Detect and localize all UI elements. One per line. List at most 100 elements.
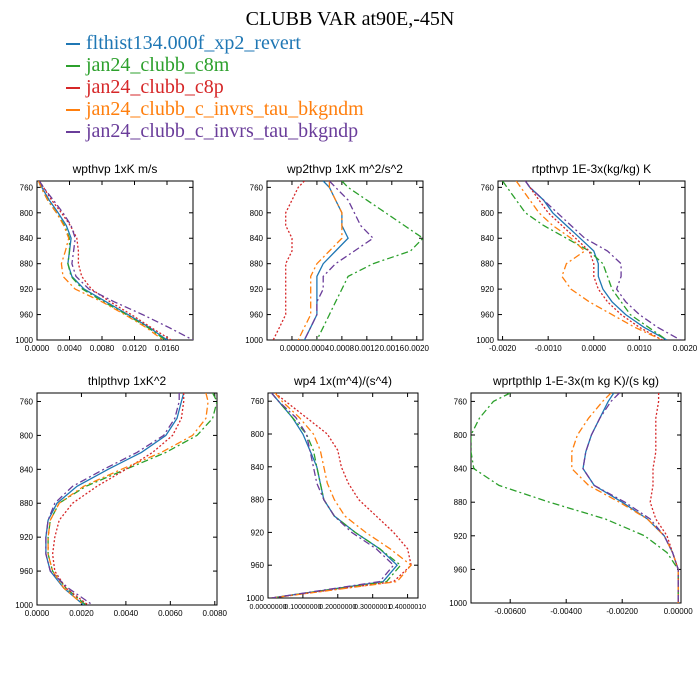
panel-title: wpthvp 1xK m/s	[72, 162, 158, 176]
series-line	[515, 181, 663, 340]
plot-frame	[267, 392, 419, 599]
y-tick-label: 1000	[15, 336, 33, 345]
x-tick-label: 0.20000000	[319, 604, 356, 611]
x-tick-label: 0.0000	[280, 344, 305, 353]
legend-label: jan24_clubb_c8p	[86, 76, 224, 98]
chart-panel: thlpthvp 1xK^276080084088092096010000.00…	[15, 374, 227, 618]
series-line	[271, 393, 398, 598]
y-tick-label: 880	[20, 260, 34, 269]
series-line	[47, 393, 209, 605]
series-line	[524, 181, 663, 340]
legend-entry: jan24_clubb_c8p	[66, 76, 364, 98]
series-line	[571, 393, 679, 603]
page-title: CLUBB VAR at90E,-45N	[245, 8, 455, 30]
x-tick-label: 0.0040	[114, 609, 139, 618]
series-line	[37, 181, 164, 340]
series-line	[47, 393, 217, 605]
y-tick-label: 840	[20, 465, 34, 474]
series-line	[316, 181, 423, 340]
y-tick-label: 840	[454, 465, 468, 474]
y-tick-label: 1000	[449, 599, 467, 608]
x-tick-label: 0.0120	[122, 344, 147, 353]
y-tick-label: 880	[250, 260, 264, 269]
series-line	[502, 181, 668, 340]
series-line	[303, 181, 375, 340]
y-tick-label: 760	[454, 397, 468, 406]
x-tick-label: 0.40000010	[389, 604, 426, 611]
legend-entry: jan24_clubb_c_invrs_tau_bkgndp	[66, 120, 364, 142]
legend-label: jan24_clubb_c_invrs_tau_bkgndp	[86, 120, 359, 142]
series-line	[51, 393, 185, 605]
legend-line-swatch	[66, 131, 80, 134]
x-tick-label: 0.10000000	[284, 604, 321, 611]
x-tick-label: 0.0010	[627, 344, 652, 353]
y-tick-label: 800	[251, 430, 265, 439]
series-line	[45, 393, 180, 605]
chart-panel: wp4 1x(m^4)/(s^4)76080084088092096010000…	[246, 374, 426, 611]
y-tick-label: 920	[250, 285, 264, 294]
y-tick-label: 760	[481, 183, 495, 192]
y-tick-label: 760	[20, 397, 34, 406]
plot-frame	[36, 392, 218, 606]
x-tick-label: 0.30000001	[354, 604, 391, 611]
legend-label: jan24_clubb_c8m	[86, 54, 230, 76]
x-tick-label: 0.00000	[664, 607, 693, 616]
legend-line-swatch	[66, 109, 80, 112]
panel-title: wprtpthlp 1-E-3x(m kg K)/(s kg)	[492, 374, 659, 388]
x-tick-label: 0.0020	[405, 344, 430, 353]
y-tick-label: 880	[481, 260, 495, 269]
y-tick-label: 960	[251, 561, 265, 570]
y-tick-label: 840	[481, 234, 495, 243]
x-tick-label: -0.00400	[550, 607, 582, 616]
x-tick-label: 0.00000000	[250, 604, 287, 611]
y-tick-label: 920	[481, 285, 495, 294]
series-line	[524, 181, 668, 340]
legend-entry: jan24_clubb_c8m	[66, 54, 364, 76]
series-line	[38, 181, 193, 340]
legend-label: jan24_clubb_c_invrs_tau_bkgndm	[86, 98, 364, 120]
y-tick-label: 1000	[245, 336, 263, 345]
y-tick-label: 960	[20, 567, 34, 576]
chart-panel: wp2thvp 1xK m^2/s^2 760 800 840 880 920 960 100…	[245, 162, 429, 353]
panel-title: wp4 1x(m^4)/(s^4)	[293, 374, 392, 388]
series-line	[471, 393, 679, 603]
y-tick-label: 800	[454, 431, 468, 440]
plot-frame	[497, 180, 686, 341]
series-line	[297, 181, 343, 340]
x-tick-label: 0.0000	[25, 344, 50, 353]
y-tick-label: 1000	[476, 336, 494, 345]
series-line	[582, 393, 679, 603]
series-line	[37, 181, 166, 340]
series-line	[271, 393, 395, 598]
chart-panel: wprtpthlp 1-E-3x(m kg K)/(s kg) 760 800 840…	[449, 374, 693, 616]
panel-title: thlpthvp 1xK^2	[88, 374, 167, 388]
y-tick-label: 800	[481, 209, 495, 218]
x-tick-label: 0.0008	[330, 344, 355, 353]
y-tick-label: 800	[20, 209, 34, 218]
legend-line-swatch	[66, 43, 80, 46]
plot-frame	[36, 180, 194, 341]
y-tick-label: 840	[251, 463, 265, 472]
series-line	[38, 181, 168, 340]
panel-title: rtpthvp 1E-3x(kg/kg) K	[532, 162, 651, 176]
x-tick-label: 0.0016	[380, 344, 405, 353]
x-tick-label: -0.00200	[606, 607, 638, 616]
plot-frame	[266, 180, 424, 341]
y-tick-label: 760	[251, 397, 265, 406]
panel-title: wp2thvp 1xK m^2/s^2	[286, 162, 403, 176]
y-tick-label: 960	[454, 565, 468, 574]
legend-entry: jan24_clubb_c_invrs_tau_bkgndm	[66, 98, 364, 120]
series-line	[38, 181, 172, 340]
series-line	[524, 181, 681, 340]
y-tick-label: 920	[454, 532, 468, 541]
x-tick-label: 0.0160	[155, 344, 180, 353]
x-tick-label: 0.0020	[673, 344, 698, 353]
series-line	[271, 393, 413, 598]
y-tick-label: 880	[251, 496, 265, 505]
x-tick-label: 0.0020	[69, 609, 94, 618]
y-tick-label: 960	[250, 311, 264, 320]
legend-line-swatch	[66, 87, 80, 90]
x-tick-label: 0.0012	[355, 344, 380, 353]
x-tick-label: -0.00600	[494, 607, 526, 616]
